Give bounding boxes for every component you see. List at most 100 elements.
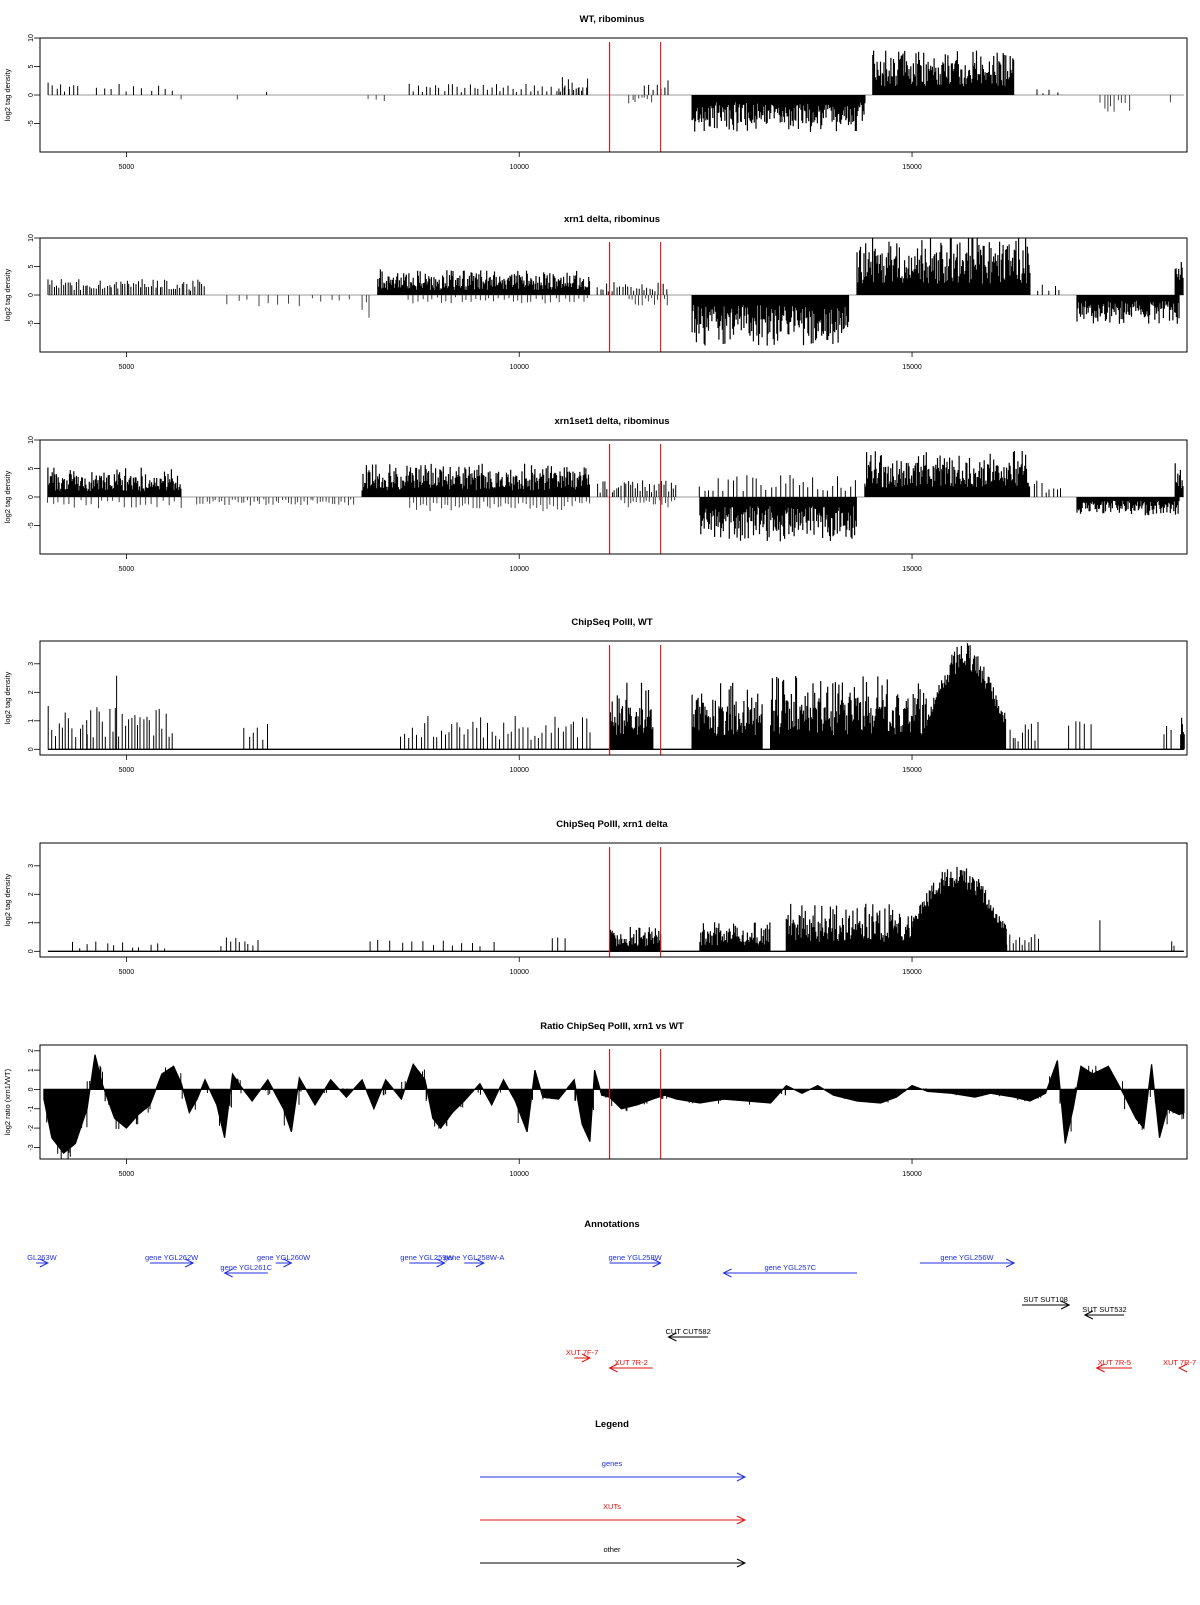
data-bars-segment-12	[872, 50, 1015, 95]
y-tick-label: 0	[28, 949, 35, 953]
annotation-arrow-4	[275, 1258, 293, 1268]
data-bars-segment-11	[691, 95, 866, 132]
y-tick-label: -2	[28, 1125, 35, 1131]
data-bars-segment-7	[628, 295, 668, 306]
y-tick-label: 2	[28, 1049, 35, 1053]
plot-frame	[39, 1044, 1188, 1160]
annotation-label: CUT CUT582	[665, 1327, 710, 1336]
data-bars-segment-5	[609, 927, 662, 952]
y-tick-label: -1	[28, 1106, 35, 1112]
y-tick-label: -3	[28, 1144, 35, 1150]
data-bars-segment-12	[1076, 497, 1180, 516]
arrow-head	[736, 1558, 747, 1568]
data-bars-segment-11	[1171, 941, 1175, 952]
x-tick-label: 10000	[509, 364, 529, 371]
y-tick-label: 10	[28, 34, 35, 42]
y-axis-label: log2 tag density	[3, 873, 12, 926]
annotation-track: Annotations GL263W gene YGL262W gene YGL26…	[27, 1219, 1196, 1373]
y-axis-label: log2 tag density	[3, 68, 12, 121]
annotation-label: XUT 7F-7	[566, 1348, 598, 1357]
annotation-arrow-10	[1022, 1300, 1071, 1310]
legend: Legend genes XUTs other	[480, 1419, 747, 1568]
y-tick-label: 0	[28, 1087, 35, 1091]
data-bars-segment-10	[643, 80, 669, 95]
arrow-head	[184, 1258, 195, 1268]
y-tick-label: -5	[28, 522, 35, 528]
arrow-head	[1005, 1258, 1016, 1268]
x-tick-label: 15000	[902, 566, 922, 573]
arrow-head	[1083, 1310, 1094, 1320]
data-bars-segment-8	[770, 676, 928, 750]
arrow-head	[475, 1258, 485, 1268]
data-bars-segment-11	[1076, 295, 1180, 324]
panel-title: WT, ribominus	[580, 14, 645, 25]
annotation-arrow-11	[1083, 1310, 1125, 1320]
data-bars-segment-8	[699, 497, 857, 542]
annotation-label: gene YGL257C	[764, 1263, 816, 1272]
data-bars-segment-13	[1174, 463, 1184, 497]
legend-arrow-other	[480, 1558, 747, 1568]
y-tick-label: 1	[28, 719, 35, 723]
legend-arrow-xut	[480, 1515, 747, 1525]
annotation-arrow-7	[609, 1258, 662, 1268]
data-bars-segment-9	[856, 238, 1031, 295]
arrow-head	[39, 1258, 49, 1268]
y-tick-label: 3	[28, 662, 35, 666]
annotation-arrow-3	[223, 1268, 268, 1278]
panel-4: ChipSeq PolII, WT log2 tag density 0 1 2 3 500…	[3, 617, 1188, 774]
data-bars-segment-8	[691, 295, 850, 346]
panel-6: Ratio ChipSeq PolII, xrn1 vs WT log2 rati…	[3, 1021, 1188, 1178]
plot-frame	[39, 37, 1188, 153]
data-bars-segment-5	[400, 716, 591, 750]
y-tick-label: 5	[28, 466, 35, 470]
annotation-arrow-16	[1178, 1363, 1188, 1373]
x-tick-label: 5000	[119, 767, 135, 774]
annotation-label: gene YGL261C	[220, 1263, 272, 1272]
panel-title: ChipSeq PolII, WT	[571, 617, 652, 628]
y-tick-label: 5	[28, 264, 35, 268]
panel-title: Ratio ChipSeq PolII, xrn1 vs WT	[540, 1021, 684, 1032]
x-tick-label: 5000	[119, 164, 135, 171]
data-bars-segment-6	[597, 480, 677, 497]
x-tick-label: 10000	[509, 969, 529, 976]
annotation-arrow-15	[1095, 1363, 1133, 1373]
arrow-head	[1095, 1363, 1105, 1373]
x-tick-label: 15000	[902, 1171, 922, 1178]
data-bars-segment-3	[369, 939, 495, 952]
panel-3: xrn1set1 delta, ribominus log2 tag densit…	[3, 416, 1188, 573]
arrow-head	[608, 1363, 618, 1373]
data-bars-segment-1	[72, 941, 166, 952]
annotation-label: SUT SUT108	[1023, 1295, 1067, 1304]
data-bars-segment-7	[408, 83, 588, 95]
data-bars-segment-2	[86, 707, 173, 750]
panel-1: WT, ribominus log2 tag density -5 0 5 10 5000 1…	[3, 14, 1188, 171]
data-bars-segment-9	[628, 95, 653, 104]
x-tick-label: 10000	[509, 164, 529, 171]
data-bars-segment-13	[1036, 89, 1059, 95]
data-bars-segment-7	[691, 682, 763, 750]
data-bars-segment-11	[1068, 721, 1092, 750]
data-bars-segment-1	[47, 467, 182, 497]
legend-label: genes	[602, 1459, 623, 1468]
annotation-label: GL263W	[27, 1253, 58, 1262]
data-bars-segment-5	[407, 295, 588, 304]
data-bars-segment-10	[1037, 284, 1060, 295]
annotations-title: Annotations	[584, 1219, 639, 1230]
y-tick-label: 2	[28, 690, 35, 694]
data-bars-segment-6	[596, 282, 668, 295]
annotation-label: gene YGL259W	[400, 1253, 454, 1262]
annotation-label: XUT 7R-5	[1098, 1358, 1131, 1367]
annotation-arrow-5	[409, 1258, 446, 1268]
y-axis-label: log2 tag density	[3, 268, 12, 321]
ratio-area	[43, 1054, 1185, 1155]
annotation-label: gene YGL260W	[257, 1253, 311, 1262]
y-tick-label: 1	[28, 1068, 35, 1072]
x-tick-label: 5000	[119, 566, 135, 573]
data-bars-segment-6	[609, 682, 654, 750]
data-bars-segment-8	[911, 866, 1007, 952]
annotation-arrow-12	[667, 1332, 708, 1342]
legend-title: Legend	[595, 1419, 629, 1430]
data-bars-segment-4	[551, 937, 566, 952]
arrow-head	[283, 1258, 293, 1268]
data-bars-segment-2	[95, 84, 173, 95]
